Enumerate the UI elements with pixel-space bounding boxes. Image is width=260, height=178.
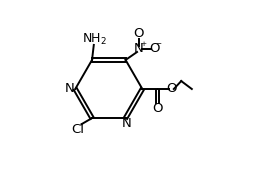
Text: O: O	[149, 42, 159, 55]
Text: NH$_2$: NH$_2$	[82, 32, 107, 47]
Text: N: N	[134, 42, 144, 55]
Text: Cl: Cl	[71, 123, 84, 136]
Text: $^+$: $^+$	[139, 41, 148, 51]
Text: O: O	[152, 102, 162, 115]
Text: $^-$: $^-$	[154, 41, 163, 51]
Text: N: N	[65, 82, 75, 95]
Text: O: O	[134, 27, 144, 40]
Text: O: O	[166, 82, 177, 96]
Text: N: N	[122, 117, 131, 130]
